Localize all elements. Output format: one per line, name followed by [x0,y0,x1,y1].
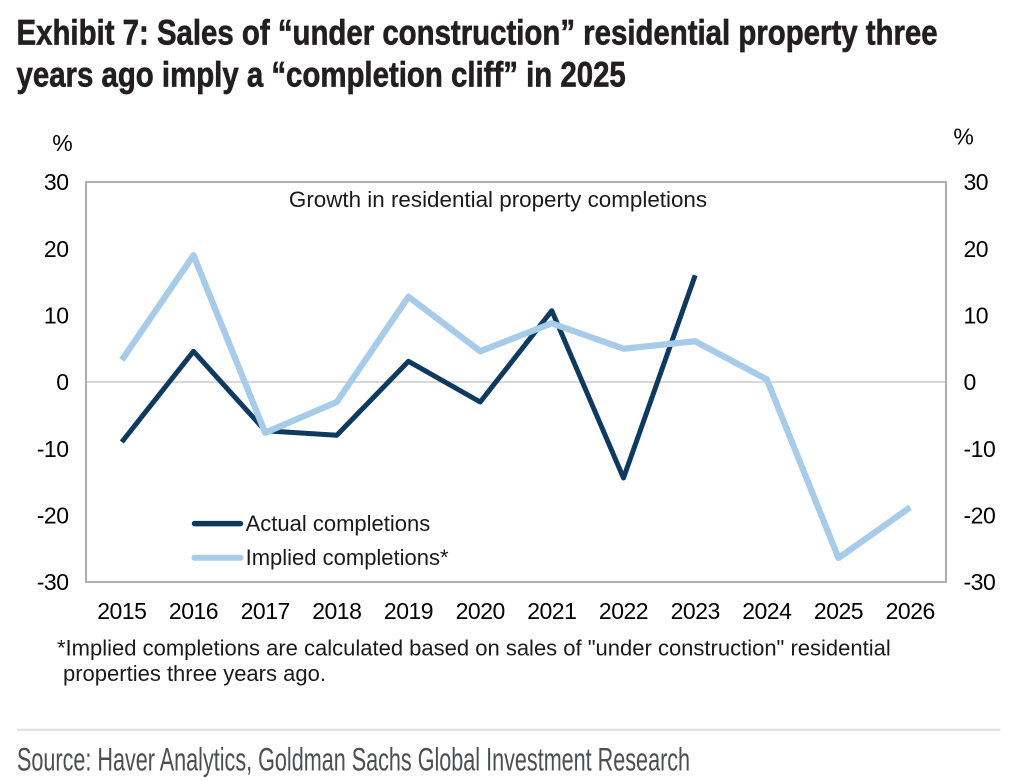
svg-text:10: 10 [964,303,989,329]
svg-text:Actual completions: Actual completions [246,511,431,536]
svg-text:%: % [52,130,72,156]
svg-text:2018: 2018 [312,598,361,624]
svg-text:20: 20 [44,236,69,262]
svg-text:0: 0 [964,369,976,395]
svg-text:-30: -30 [37,569,69,595]
svg-text:Source: Haver Analytics, Goldm: Source: Haver Analytics, Goldman Sachs G… [17,741,690,777]
svg-text:20: 20 [964,236,989,262]
svg-text:2024: 2024 [742,598,792,624]
svg-text:2022: 2022 [599,598,648,624]
svg-text:2017: 2017 [241,598,290,624]
svg-text:2015: 2015 [97,598,146,624]
svg-text:-20: -20 [964,503,996,529]
svg-text:Implied completions*: Implied completions* [246,545,449,570]
svg-text:*Implied completions are calcu: *Implied completions are calculated base… [57,636,891,661]
svg-text:2025: 2025 [814,598,863,624]
svg-text:properties three years ago.: properties three years ago. [63,661,326,686]
svg-text:2019: 2019 [384,598,433,624]
svg-text:30: 30 [964,169,989,195]
svg-text:-10: -10 [37,436,69,462]
svg-text:Growth in residential property: Growth in residential property completio… [289,187,707,212]
svg-text:%: % [953,124,973,150]
svg-text:2016: 2016 [169,598,218,624]
svg-text:-10: -10 [964,436,996,462]
svg-text:years ago imply a “completion: years ago imply a “completion cliff” in … [17,55,626,94]
svg-text:30: 30 [44,169,69,195]
svg-text:2020: 2020 [456,598,505,624]
svg-text:-20: -20 [37,503,69,529]
svg-text:-30: -30 [964,569,996,595]
svg-text:2026: 2026 [886,598,935,624]
svg-text:2021: 2021 [527,598,576,624]
svg-text:Exhibit 7: Sales of “under con: Exhibit 7: Sales of “under construction”… [17,13,938,52]
svg-text:0: 0 [56,369,68,395]
svg-text:10: 10 [44,303,69,329]
svg-text:2023: 2023 [671,598,720,624]
